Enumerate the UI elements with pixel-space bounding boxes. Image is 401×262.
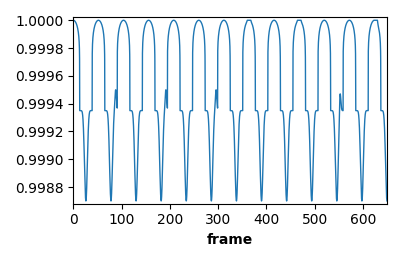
- X-axis label: frame: frame: [207, 233, 253, 247]
